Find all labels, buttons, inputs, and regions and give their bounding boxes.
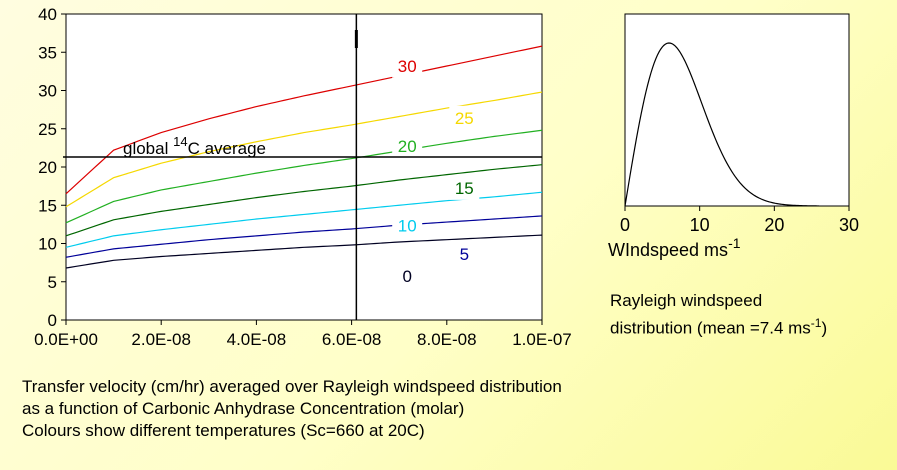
- y-tick-label: 5: [48, 273, 57, 292]
- y-tick-label: 15: [38, 196, 57, 215]
- x-tick-label: 2.0E-08: [131, 330, 191, 349]
- series-line-20: [65, 129, 543, 224]
- series-label-box: [449, 105, 480, 130]
- series-line-30: [65, 45, 543, 195]
- y-tick-label: 10: [38, 235, 57, 254]
- y-tick-label: 20: [38, 158, 57, 177]
- main-caption: Transfer velocity (cm/hr) averaged over …: [22, 376, 562, 442]
- y-tick-label: 30: [38, 82, 57, 101]
- rayleigh-caption-line-2-end: ): [821, 318, 828, 338]
- x-tick-label: 0.0E+00: [34, 330, 98, 349]
- caption-line-2: as a function of Carbonic Anhydrase Conc…: [22, 399, 465, 418]
- rayleigh-chart: 0 10 20 30 WIndspeed ms-1: [608, 13, 859, 260]
- rayleigh-plot-area: [624, 13, 850, 207]
- x-tick-label: 6.0E-08: [322, 330, 382, 349]
- rayleigh-x-tick-label: 10: [690, 215, 710, 235]
- series-label-box: [397, 264, 418, 289]
- global-average-label: global 14C average: [123, 134, 266, 158]
- series-line-25: [65, 91, 543, 208]
- rayleigh-caption-line-2-text: distribution (mean =7.4 ms: [610, 318, 811, 338]
- y-tick-label: 35: [38, 43, 57, 62]
- x-tick-label: 8.0E-08: [417, 330, 477, 349]
- rayleigh-distribution-line: [624, 42, 820, 207]
- series-label-box: [392, 134, 423, 159]
- series-label-box: [454, 242, 475, 267]
- rayleigh-caption: Rayleigh windspeed distribution (mean =7…: [610, 290, 827, 340]
- rayleigh-caption-line-2: distribution (mean =7.4 ms-1): [610, 312, 827, 340]
- main-plot-area: [65, 13, 543, 321]
- series-line-15: [65, 164, 543, 237]
- x-tick-label: 1.0E-07: [512, 330, 572, 349]
- rayleigh-x-tick-label: 20: [764, 215, 784, 235]
- caption-line-3: Colours show different temperatures (Sc=…: [22, 421, 425, 440]
- series-label-box: [449, 175, 480, 200]
- series-label: 5: [460, 245, 469, 264]
- rayleigh-x-tick-label: 0: [620, 215, 630, 235]
- y-tick-label: 25: [38, 120, 57, 139]
- x-tick-label: 4.0E-08: [227, 330, 287, 349]
- rayleigh-x-axis-label: WIndspeed ms-1: [608, 235, 741, 260]
- series-line-0: [65, 234, 543, 269]
- series-label: 20: [398, 137, 417, 156]
- series-label: 30: [398, 57, 417, 76]
- series-label-box: [392, 53, 423, 78]
- series-line-5: [65, 215, 543, 258]
- y-tick-label: 0: [48, 311, 57, 330]
- y-tick-label: 40: [38, 5, 57, 24]
- series-label-box: [392, 213, 423, 238]
- series-label: 15: [455, 179, 474, 198]
- series-label: 25: [455, 109, 474, 128]
- rayleigh-x-tick-label: 30: [839, 215, 859, 235]
- rayleigh-caption-line-1: Rayleigh windspeed: [610, 291, 763, 310]
- series-label: 0: [402, 267, 411, 286]
- rayleigh-caption-unit-exponent: -1: [810, 316, 822, 330]
- main-chart: 0 5 10 15 20 25 30 35 40 0.0E+00 2.0E-08 4.0E-08 6.0…: [34, 5, 572, 349]
- caption-line-1: Transfer velocity (cm/hr) averaged over …: [22, 377, 562, 396]
- series-label: 10: [398, 217, 417, 236]
